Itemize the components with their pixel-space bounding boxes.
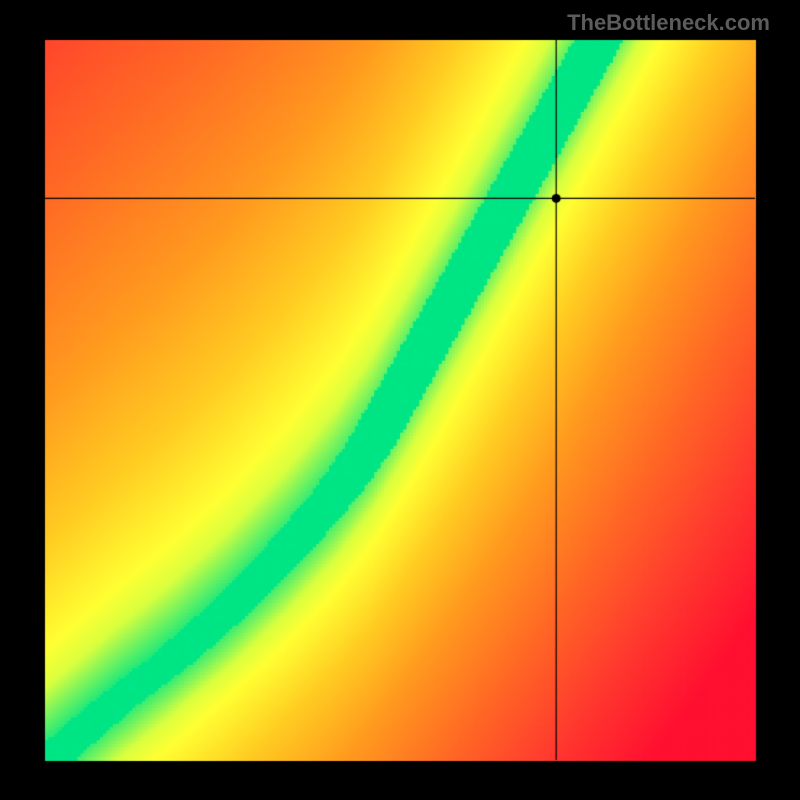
chart-container: TheBottleneck.com — [0, 0, 800, 800]
watermark-text: TheBottleneck.com — [567, 10, 770, 36]
bottleneck-heatmap — [0, 0, 800, 800]
